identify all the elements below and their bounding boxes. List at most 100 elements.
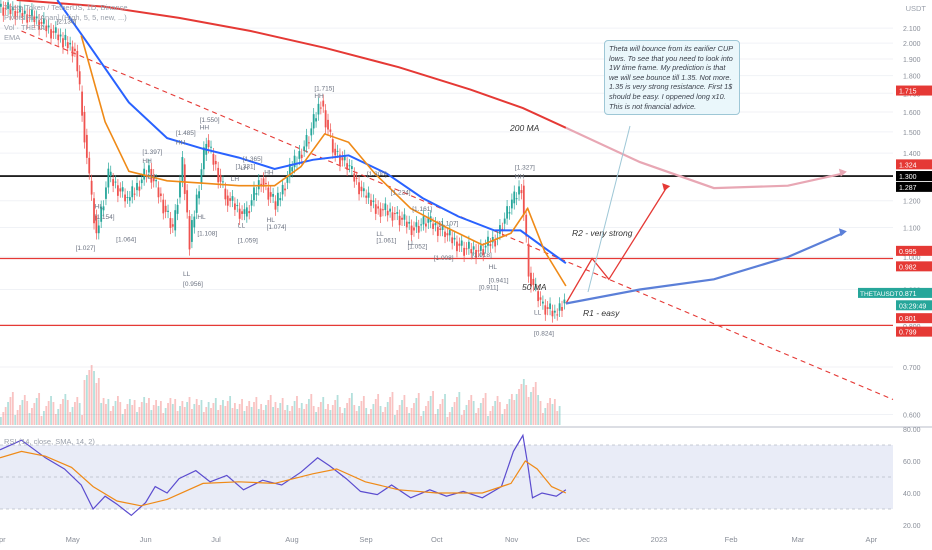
candle-body	[322, 100, 325, 107]
price-tick-label: 1.400	[903, 151, 921, 158]
candle-body	[334, 148, 337, 156]
ma200-line	[16, 0, 567, 129]
candle-body	[23, 10, 26, 14]
volume-bar	[425, 406, 427, 425]
volume-bar	[121, 414, 124, 425]
time-axis-label: Mar	[791, 535, 804, 544]
candle-body	[188, 216, 191, 250]
volume-bar	[291, 406, 294, 425]
volume-bar	[124, 409, 126, 425]
candle-body	[200, 169, 203, 184]
volume-bar	[40, 416, 43, 425]
candle-body	[2, 7, 5, 16]
price-tick-label: 0.700	[903, 365, 921, 372]
volume-bar	[515, 394, 518, 425]
candle-body	[42, 18, 45, 24]
candle-body	[451, 237, 454, 244]
volume-bar	[81, 415, 83, 425]
candle-body	[456, 241, 458, 252]
candle-body	[11, 7, 14, 11]
volume-bar	[415, 398, 418, 425]
volume-bar	[386, 402, 389, 425]
volume-bar	[534, 382, 537, 425]
volume-bar	[133, 400, 136, 425]
volume-bar	[62, 399, 64, 425]
candle-body	[403, 214, 406, 220]
volume-bar	[322, 397, 325, 425]
volume-bar	[405, 407, 408, 425]
volume-indicator-label[interactable]: Vol · THETA	[4, 23, 45, 32]
volume-bar	[460, 415, 463, 425]
price-tag-bg	[896, 181, 932, 192]
candle-body	[317, 103, 320, 115]
price-tag-label: 03:29:49	[899, 303, 926, 310]
volume-bar	[28, 413, 31, 425]
candle-body	[217, 167, 220, 183]
price-tag-label: 0.871	[899, 291, 917, 298]
callout-pointer	[587, 125, 631, 293]
downtrend-line	[21, 30, 894, 400]
candle-body	[489, 244, 492, 247]
pivot-label: HH	[314, 93, 324, 100]
candle-body	[176, 204, 179, 214]
pivots-indicator-label[interactable]: Pivots HL [Anan] (High, 5, 5, new, ...)	[4, 13, 127, 22]
candle-body	[341, 157, 344, 161]
candle-body	[33, 16, 36, 23]
candle-body	[121, 187, 124, 192]
candle-body	[472, 246, 475, 250]
volume-bar	[188, 397, 191, 425]
candle-body	[64, 34, 67, 41]
volume-bar	[315, 412, 317, 425]
pivot-label: LL	[534, 309, 542, 316]
volume-bar	[367, 414, 370, 425]
annotation-callout[interactable]: Theta will bounce from its earilier CUP …	[604, 40, 740, 116]
time-axis-label: Dec	[577, 535, 591, 544]
candle-body	[425, 223, 427, 227]
volume-bar	[14, 415, 17, 425]
pivot-label: [1.027]	[76, 245, 96, 252]
volume-bar	[238, 404, 241, 425]
volume-bar	[458, 392, 461, 425]
pivot-label: [0.911]	[479, 284, 499, 291]
price-tag-label: 0.799	[899, 330, 917, 337]
price-tag-label: 0.801	[899, 316, 917, 323]
candle-body	[57, 34, 60, 41]
candle-body	[257, 180, 260, 190]
candle-body	[224, 188, 227, 200]
volume-bar	[107, 399, 110, 425]
candle-body	[305, 135, 308, 147]
candle-body	[248, 211, 251, 214]
volume-bar	[45, 406, 48, 425]
volume-bar	[231, 408, 234, 425]
volume-bar	[527, 397, 530, 425]
currency-label: USDT	[905, 4, 926, 13]
volume-bar	[90, 365, 93, 425]
candle-body	[315, 118, 317, 122]
rsi-indicator-label[interactable]: RSI (14, close, SMA, 14, 2)	[4, 437, 95, 446]
price-tag-bg	[896, 171, 932, 182]
volume-bar	[272, 407, 274, 425]
candle-body	[546, 307, 549, 309]
candle-body	[343, 155, 346, 161]
price-tag-bg	[896, 85, 932, 96]
volume-bar	[128, 399, 131, 425]
candle-body	[52, 31, 55, 33]
volume-bar	[434, 414, 437, 425]
volume-bar	[126, 404, 129, 425]
volume-bar	[288, 411, 291, 425]
price-tag-bg	[896, 245, 932, 256]
candle-body	[265, 182, 267, 184]
ema-indicator-label[interactable]: EMA	[4, 33, 21, 42]
pivot-label: [0.941]	[489, 278, 509, 285]
ema-line	[80, 35, 567, 287]
candle-body	[348, 165, 351, 167]
volume-bar	[379, 406, 382, 425]
price-tick-label: 2.100	[903, 26, 921, 33]
volume-bar	[64, 394, 67, 425]
candle-body	[226, 195, 229, 206]
price-tick-label: 1.200	[903, 199, 921, 206]
volume-bar	[253, 402, 255, 425]
volume-bar	[350, 393, 353, 425]
